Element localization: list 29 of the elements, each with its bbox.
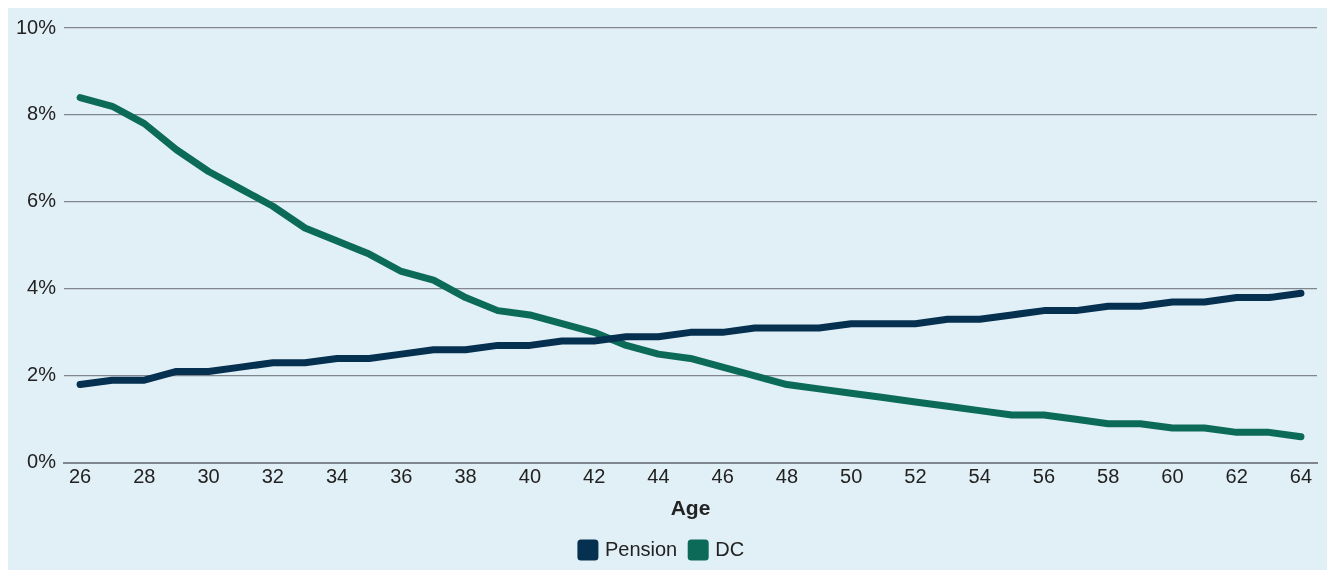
x-tick-label: 34 — [325, 465, 349, 488]
x-tick-label: 26 — [68, 465, 92, 488]
y-tick-label: 4% — [27, 276, 57, 299]
x-tick-label: 48 — [775, 465, 799, 488]
x-tick-label: 54 — [968, 465, 991, 488]
x-tick-label: 58 — [1097, 465, 1120, 488]
y-tick-label: 8% — [27, 102, 57, 125]
x-tick-label: 32 — [261, 465, 284, 488]
x-tick-label: 44 — [647, 465, 670, 488]
x-tick-label: 62 — [1225, 465, 1248, 488]
x-tick-label: 50 — [840, 465, 863, 488]
y-tick-label: 6% — [27, 189, 57, 212]
x-tick-label: 60 — [1161, 465, 1184, 488]
x-axis-title: Age — [670, 496, 711, 520]
x-tick-label: 28 — [133, 465, 156, 488]
legend-label: Pension — [604, 537, 678, 560]
y-tick-label: 2% — [27, 363, 57, 386]
x-tick-label: 52 — [904, 465, 927, 488]
x-tick-label: 56 — [1032, 465, 1056, 488]
x-tick-label: 42 — [583, 465, 606, 488]
y-tick-label: 10% — [16, 15, 57, 38]
x-tick-label: 36 — [390, 465, 413, 488]
x-tick-label: 40 — [518, 465, 541, 488]
x-tick-label: 38 — [454, 465, 477, 488]
x-tick-label: 64 — [1289, 465, 1313, 488]
x-tick-label: 30 — [197, 465, 220, 488]
x-tick-label: 46 — [711, 465, 734, 488]
y-tick-label: 0% — [27, 450, 57, 473]
legend-label: DC — [715, 537, 745, 560]
